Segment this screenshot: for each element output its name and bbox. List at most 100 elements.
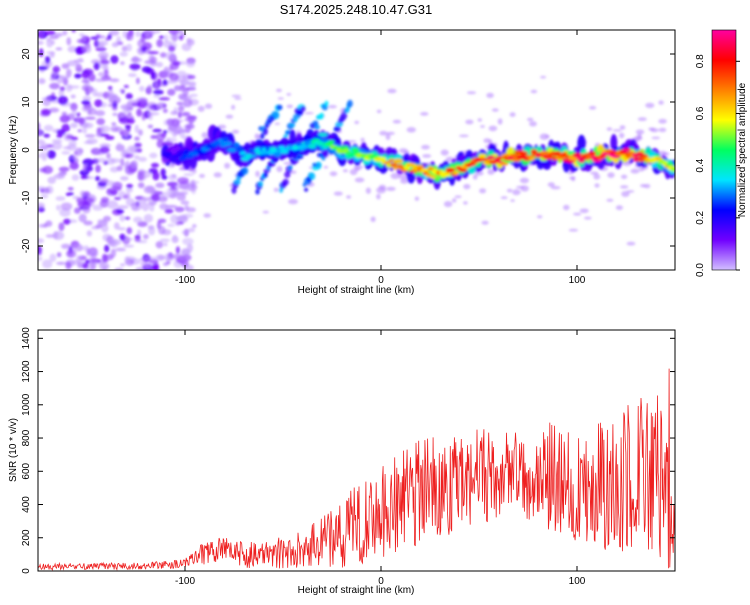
halo-blob: [224, 162, 231, 169]
halo-blob: [635, 129, 645, 135]
halo-blob: [615, 205, 624, 211]
halo-blob: [658, 118, 667, 124]
ridge-blob: [223, 141, 232, 147]
noise-blob: [155, 241, 164, 249]
noise-blob: [169, 72, 179, 81]
noise-blob: [48, 107, 60, 113]
noise-blob: [47, 176, 56, 184]
noise-blob: [175, 222, 180, 226]
noise-blob: [134, 142, 142, 148]
halo-blob: [440, 149, 449, 156]
noise-blob: [153, 89, 164, 95]
spectrogram-heatmap: [38, 30, 675, 270]
noise-blob: [42, 259, 53, 269]
noise-blob: [110, 189, 118, 196]
noise-blob: [147, 201, 157, 206]
noise-blob: [123, 84, 129, 89]
halo-blob: [390, 172, 401, 180]
noise-blob: [156, 139, 164, 148]
halo-blob: [475, 171, 484, 176]
snr-y-tick-label: 1000: [21, 393, 32, 416]
halo-blob: [648, 127, 656, 131]
noise-blob: [143, 214, 154, 223]
halo-blob: [420, 112, 429, 116]
noise-blob: [155, 254, 166, 261]
noise-blob: [120, 176, 129, 181]
noise-blob: [52, 231, 65, 240]
noise-blob: [125, 154, 130, 158]
noise-blob: [82, 46, 87, 52]
halo-blob: [510, 199, 515, 202]
noise-blob: [38, 129, 44, 137]
ridge-blob: [666, 162, 674, 167]
noise-blob: [82, 127, 87, 134]
noise-blob: [49, 51, 55, 58]
noise-blob: [70, 94, 76, 99]
noise-blob: [148, 256, 158, 265]
snr-y-tick-label: 200: [21, 529, 32, 546]
halo-blob: [633, 135, 643, 141]
halo-blob: [421, 144, 430, 150]
noise-blob: [187, 227, 196, 233]
noise-blob: [172, 61, 181, 66]
streak-blob: [262, 127, 268, 136]
halo-blob: [181, 129, 190, 133]
noise-blob: [128, 73, 137, 77]
noise-blob: [120, 158, 125, 167]
noise-blob: [84, 134, 96, 138]
noise-blob: [181, 80, 191, 85]
ridge-blob: [499, 162, 509, 166]
streak-blob: [324, 100, 329, 108]
noise-blob: [86, 248, 91, 256]
halo-blob: [392, 119, 402, 124]
noise-blob: [106, 200, 118, 209]
noise-blob: [58, 89, 65, 98]
snr-y-tick-label: 1200: [21, 360, 32, 383]
ridge-blob: [403, 165, 411, 170]
noise-blob: [49, 35, 59, 40]
noise-blob: [183, 184, 193, 191]
noise-blob: [127, 99, 139, 107]
ridge-blob: [670, 167, 675, 173]
halo-blob: [547, 182, 555, 187]
halo-blob: [385, 133, 391, 141]
noise-blob: [126, 183, 133, 189]
halo-blob: [658, 127, 667, 133]
halo-blob: [630, 168, 640, 174]
noise-blob: [69, 161, 79, 170]
noise-blob: [94, 176, 101, 181]
halo-blob: [360, 137, 365, 143]
halo-blob: [451, 198, 457, 203]
noise-blob: [122, 105, 130, 114]
halo-blob: [365, 187, 371, 194]
halo-blob: [400, 178, 409, 184]
noise-blob: [94, 99, 103, 108]
noise-blob: [147, 84, 153, 91]
noise-blob: [165, 204, 178, 209]
noise-blob: [138, 129, 143, 136]
noise-blob: [94, 40, 100, 48]
ridge-blob: [197, 151, 207, 155]
spectrogram-x-label: Height of straight line (km): [298, 285, 415, 296]
noise-blob: [151, 193, 161, 202]
noise-blob: [38, 224, 46, 228]
halo-blob: [506, 188, 513, 193]
noise-blob: [82, 263, 89, 269]
noise-blob: [119, 263, 126, 267]
noise-blob: [118, 41, 124, 46]
noise-blob: [184, 204, 189, 211]
halo-blob: [398, 174, 408, 180]
ridge-blob: [260, 150, 270, 155]
halo-blob: [568, 228, 579, 232]
noise-blob: [152, 171, 160, 181]
noise-blob: [127, 32, 134, 41]
colorbar: 0.0 0.2 0.4 0.6 0.8 Normalized spectral ampl…: [695, 29, 748, 277]
ridge-blob: [588, 151, 597, 156]
halo-blob: [454, 195, 462, 199]
noise-blob: [129, 63, 141, 70]
noise-blob: [170, 214, 179, 224]
noise-blob: [141, 66, 152, 73]
snr-y-tick-label: 0: [21, 568, 32, 574]
noise-blob: [98, 51, 109, 60]
noise-blob: [99, 262, 110, 270]
